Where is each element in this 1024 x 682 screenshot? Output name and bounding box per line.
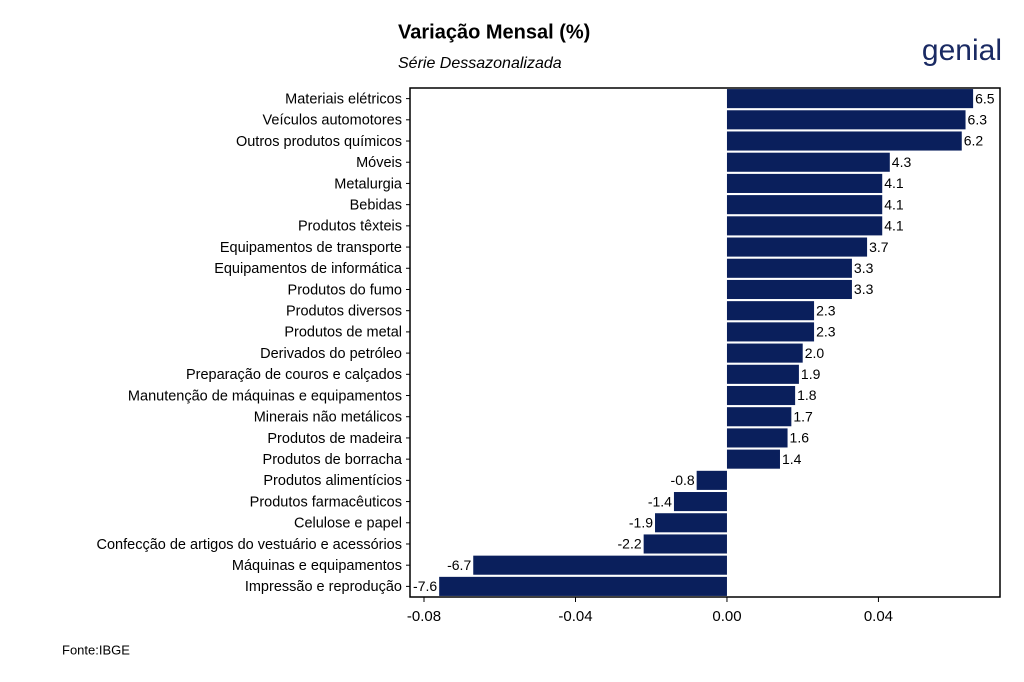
bar [726,152,890,172]
y-tick-label: Bebidas [350,197,402,213]
data-label: -2.2 [618,536,642,552]
y-tick-label: Máquinas e equipamentos [232,558,402,574]
data-label: 1.4 [782,451,802,467]
bar [726,258,852,278]
bar [726,385,796,406]
x-tick-label: -0.08 [407,608,441,625]
data-label: -1.4 [648,493,672,509]
y-tick-label: Produtos farmacêuticos [250,494,402,510]
data-label: 2.3 [816,302,836,318]
y-tick-label: Derivados do petróleo [260,346,402,362]
bar [726,110,966,130]
bar [439,576,727,596]
bar [655,513,727,533]
data-label: -1.9 [629,514,653,530]
y-tick-label: Preparação de couros e calçados [186,367,402,383]
data-label: 2.0 [805,345,825,361]
y-tick-label: Minerais não metálicos [254,410,402,426]
chart-subtitle: Série Dessazonalizada [398,55,562,72]
data-label: 2.3 [816,324,836,340]
bar [726,407,792,427]
bar [696,470,727,490]
data-label: 3.3 [854,260,874,276]
y-tick-label: Produtos têxteis [298,219,402,235]
bar [726,237,868,257]
data-label: 1.9 [801,366,821,382]
data-label: 4.1 [884,175,904,191]
data-label: 1.8 [797,387,817,403]
y-tick-label: Impressão e reprodução [245,579,402,595]
chart-title: Variação Mensal (%) [398,21,590,43]
y-tick-label: Equipamentos de transporte [220,240,402,256]
x-tick-label: 0.00 [712,608,741,625]
data-label: 1.7 [793,408,813,424]
y-tick-label: Metalurgia [334,176,403,192]
bar [473,555,727,575]
caption: Fonte:IBGE [62,642,130,657]
bar [726,131,962,151]
data-label: 3.7 [869,239,889,255]
bar [726,364,799,384]
y-tick-label: Produtos de madeira [267,431,403,447]
y-tick-label: Produtos diversos [286,304,402,320]
y-tick-label: Materiais elétricos [285,91,402,107]
bar [726,89,974,109]
y-tick-label: Produtos alimentícios [263,473,402,489]
bar [673,492,727,512]
bar [726,279,852,300]
y-tick-label: Equipamentos de informática [214,261,403,277]
y-tick-label: Outros produtos químicos [236,134,402,150]
data-label: 6.2 [964,133,984,149]
bar [726,216,883,236]
y-tick-label: Móveis [356,155,402,171]
bar [726,449,780,469]
data-label: 4.3 [892,154,912,170]
y-tick-label: Manutenção de máquinas e equipamentos [128,388,402,404]
y-tick-label: Produtos do fumo [288,282,402,298]
bar [726,195,883,215]
data-label: 6.5 [975,90,995,106]
plot-frame [409,87,1001,598]
x-tick-label: -0.04 [558,608,592,625]
y-tick-label: Produtos de metal [284,325,402,341]
data-label: -0.8 [671,472,695,488]
data-label: -6.7 [447,557,471,573]
bar [726,173,883,193]
y-tick-label: Produtos de borracha [263,452,403,468]
x-tick-label: 0.04 [864,608,893,625]
y-tick-label: Confecção de artigos do vestuário e aces… [97,537,402,553]
data-label: 6.3 [968,112,988,128]
data-label: 3.3 [854,281,874,297]
bar [726,301,815,321]
data-label: 4.1 [884,218,904,234]
bar [726,322,815,342]
bar [726,343,803,363]
y-tick-label: Celulose e papel [294,516,402,532]
brand-logo: genial [922,34,1002,67]
y-tick-label: Veículos automotores [263,113,402,129]
bar [643,534,727,554]
data-label: -7.6 [413,578,437,594]
bar [726,428,788,448]
data-label: 1.6 [790,430,810,446]
data-label: 4.1 [884,196,904,212]
